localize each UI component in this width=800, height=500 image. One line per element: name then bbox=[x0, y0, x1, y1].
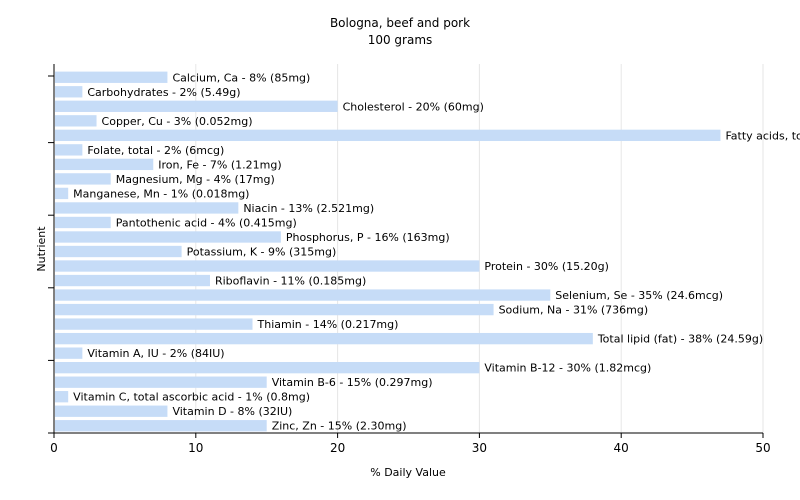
bar-label-2: Cholesterol - 20% (60mg) bbox=[343, 100, 484, 113]
bar-7 bbox=[55, 173, 111, 185]
bar-24 bbox=[55, 420, 267, 432]
bar-label-18: Total lipid (fat) - 38% (24.59g) bbox=[597, 333, 763, 346]
bar-16 bbox=[55, 303, 494, 316]
bar-2 bbox=[55, 100, 338, 112]
bar-1 bbox=[55, 86, 83, 98]
bar-label-4: Fatty acids, total saturated - 47% (9.30… bbox=[725, 129, 800, 142]
x-axis-label: % Daily Value bbox=[370, 466, 446, 479]
bar-labels: Calcium, Ca - 8% (85mg) Carbohydrates - 2… bbox=[73, 71, 800, 432]
bar-label-8: Manganese, Mn - 1% (0.018mg) bbox=[73, 187, 249, 200]
bar-20 bbox=[55, 362, 480, 374]
bar-label-13: Protein - 30% (15.20g) bbox=[484, 260, 609, 273]
bar-8 bbox=[55, 187, 69, 200]
bar-label-19: Vitamin A, IU - 2% (84IU) bbox=[87, 347, 224, 360]
bar-15 bbox=[55, 289, 551, 301]
bars bbox=[55, 71, 721, 432]
bar-label-12: Potassium, K - 9% (315mg) bbox=[187, 246, 337, 259]
x-tick-label-40: 40 bbox=[614, 441, 629, 455]
bar-14 bbox=[55, 274, 210, 287]
bar-21 bbox=[55, 376, 267, 388]
x-tick-label-10: 10 bbox=[188, 441, 203, 455]
y-axis-label: Nutrient bbox=[35, 226, 48, 272]
bar-label-11: Phosphorus, P - 16% (163mg) bbox=[286, 231, 450, 244]
bar-17 bbox=[55, 318, 253, 330]
bar-10 bbox=[55, 216, 111, 229]
bar-label-10: Pantothenic acid - 4% (0.415mg) bbox=[116, 216, 297, 229]
bar-label-3: Copper, Cu - 3% (0.052mg) bbox=[102, 115, 253, 128]
bar-label-6: Iron, Fe - 7% (1.21mg) bbox=[158, 158, 281, 171]
bar-label-17: Thiamin - 14% (0.217mg) bbox=[257, 318, 399, 331]
x-tick-label-0: 0 bbox=[50, 441, 58, 455]
bar-label-16: Sodium, Na - 31% (736mg) bbox=[499, 304, 649, 317]
bar-4 bbox=[55, 129, 721, 142]
bar-0 bbox=[55, 71, 168, 83]
bar-23 bbox=[55, 405, 168, 417]
bar-label-21: Vitamin B-6 - 15% (0.297mg) bbox=[272, 376, 433, 389]
x-ticks: 0 10 20 30 40 50 bbox=[50, 433, 771, 455]
bar-5 bbox=[55, 144, 83, 156]
bar-11 bbox=[55, 231, 281, 243]
bar-13 bbox=[55, 260, 480, 272]
bar-label-24: Zinc, Zn - 15% (2.30mg) bbox=[272, 420, 407, 433]
bar-label-1: Carbohydrates - 2% (5.49g) bbox=[87, 86, 240, 99]
bar-22 bbox=[55, 391, 69, 403]
bar-18 bbox=[55, 332, 593, 345]
bar-label-23: Vitamin D - 8% (32IU) bbox=[172, 405, 292, 418]
bar-label-9: Niacin - 13% (2.521mg) bbox=[243, 202, 374, 215]
bar-label-14: Riboflavin - 11% (0.185mg) bbox=[215, 275, 366, 288]
x-tick-label-50: 50 bbox=[755, 441, 770, 455]
bar-label-15: Selenium, Se - 35% (24.6mcg) bbox=[555, 289, 723, 302]
bar-label-20: Vitamin B-12 - 30% (1.82mcg) bbox=[484, 362, 651, 375]
chart-subtitle: 100 grams bbox=[368, 33, 433, 47]
bar-3 bbox=[55, 115, 97, 127]
bar-19 bbox=[55, 347, 83, 359]
bar-label-22: Vitamin C, total ascorbic acid - 1% (0.8… bbox=[73, 391, 310, 404]
x-tick-label-30: 30 bbox=[472, 441, 487, 455]
bar-9 bbox=[55, 202, 239, 214]
bar-6 bbox=[55, 158, 154, 171]
axes bbox=[48, 64, 763, 434]
x-tick-label-20: 20 bbox=[330, 441, 345, 455]
chart-title: Bologna, beef and pork bbox=[330, 16, 470, 30]
bar-label-0: Calcium, Ca - 8% (85mg) bbox=[172, 71, 310, 84]
bar-label-7: Magnesium, Mg - 4% (17mg) bbox=[116, 173, 275, 186]
bar-label-5: Folate, total - 2% (6mcg) bbox=[87, 144, 224, 157]
bar-12 bbox=[55, 245, 182, 258]
